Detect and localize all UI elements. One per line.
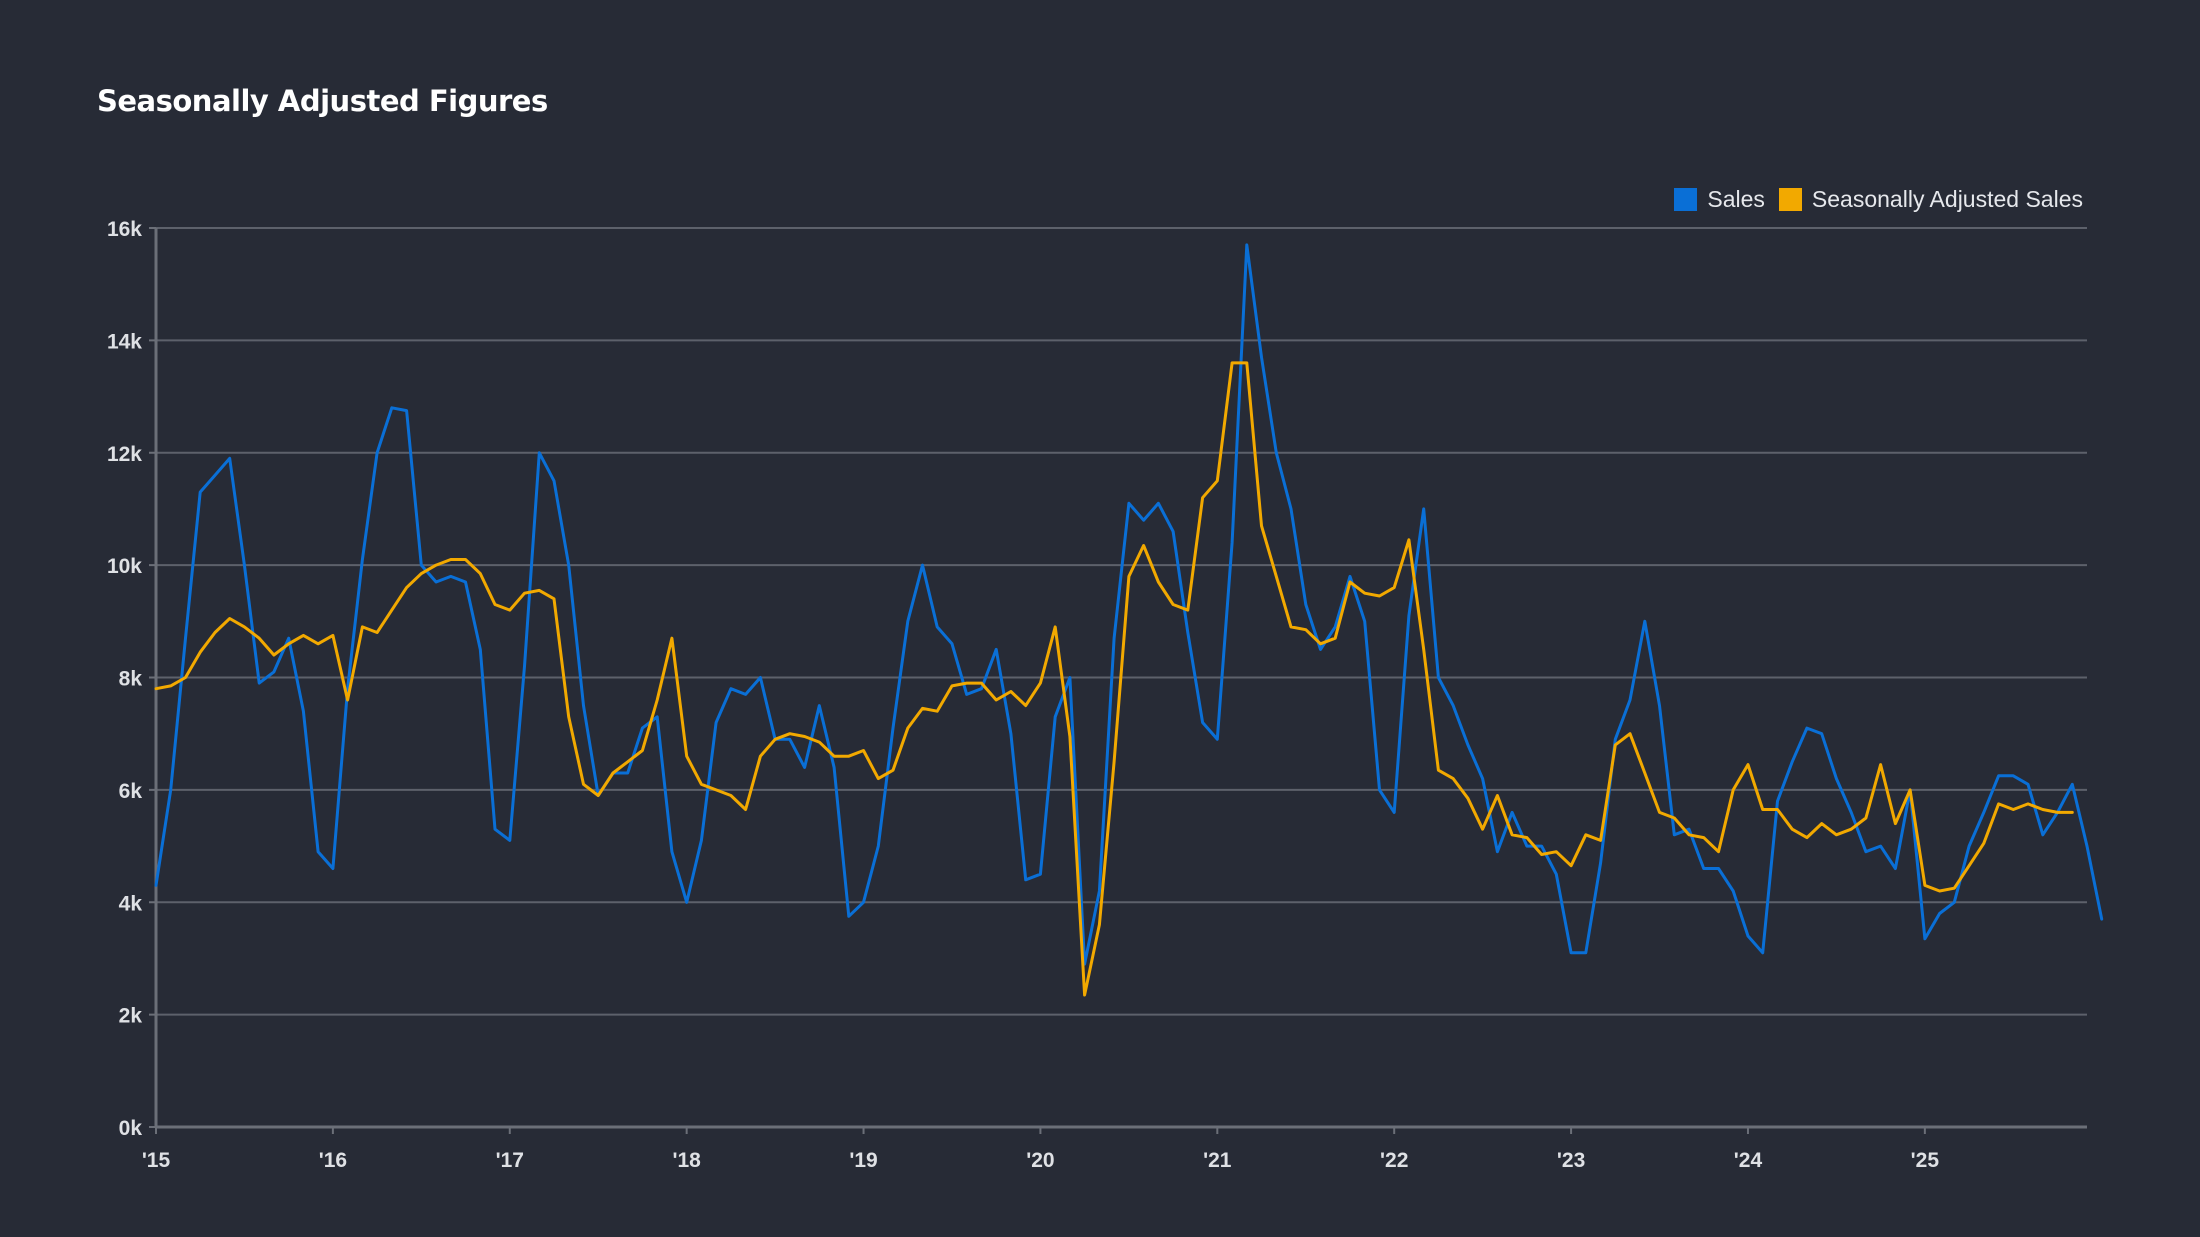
y-tick-label: 2k: [119, 1005, 143, 1028]
x-tick-label: '23: [1557, 1149, 1585, 1172]
series-layer: [154, 243, 2104, 997]
chart-title: Seasonally Adjusted Figures: [97, 84, 548, 118]
legend-label-seasonally-adjusted-sales: Seasonally Adjusted Sales: [1811, 186, 2083, 212]
legend-item-seasonally-adjusted-sales[interactable]: Seasonally Adjusted Sales: [1778, 186, 2083, 213]
y-tick-label: 6k: [119, 780, 143, 803]
y-tick-label: 12k: [107, 443, 142, 466]
series-line-sales[interactable]: [154, 243, 2104, 966]
axis-layer: 0k 2k 4k 6k 8k 10k 12k 14k 16k '15 '16 '17 '18 '19 '20…: [107, 218, 2087, 1172]
x-tick-label: '20: [1026, 1149, 1054, 1172]
y-tick-label: 16k: [107, 218, 142, 241]
legend-swatch-sales: [1674, 188, 1698, 211]
grid-layer: [156, 227, 2087, 1016]
x-tick-label: '19: [849, 1149, 877, 1172]
x-tick-label: '22: [1380, 1149, 1408, 1172]
x-tick-label: '18: [672, 1149, 701, 1172]
y-tick-label: 14k: [107, 330, 142, 353]
chart-legend: Sales Seasonally Adjusted Sales: [1674, 186, 2083, 213]
y-tick-label: 10k: [107, 555, 142, 578]
x-tick-label: '17: [496, 1149, 524, 1172]
y-tick-label: 0k: [119, 1117, 143, 1140]
x-tick-label: '21: [1203, 1149, 1232, 1172]
y-tick-label: 8k: [119, 668, 143, 691]
y-tick-label: 4k: [119, 892, 143, 915]
series-line-seasonally-adjusted-sales[interactable]: [154, 361, 2074, 997]
legend-item-sales[interactable]: Sales: [1674, 186, 1765, 213]
legend-label-sales: Sales: [1707, 186, 1765, 212]
x-tick-label: '16: [319, 1149, 347, 1172]
legend-swatch-seasonally-adjusted-sales: [1778, 188, 1802, 211]
x-tick-label: '15: [142, 1149, 171, 1172]
x-tick-label: '25: [1911, 1149, 1940, 1172]
x-tick-label: '24: [1734, 1149, 1763, 1172]
